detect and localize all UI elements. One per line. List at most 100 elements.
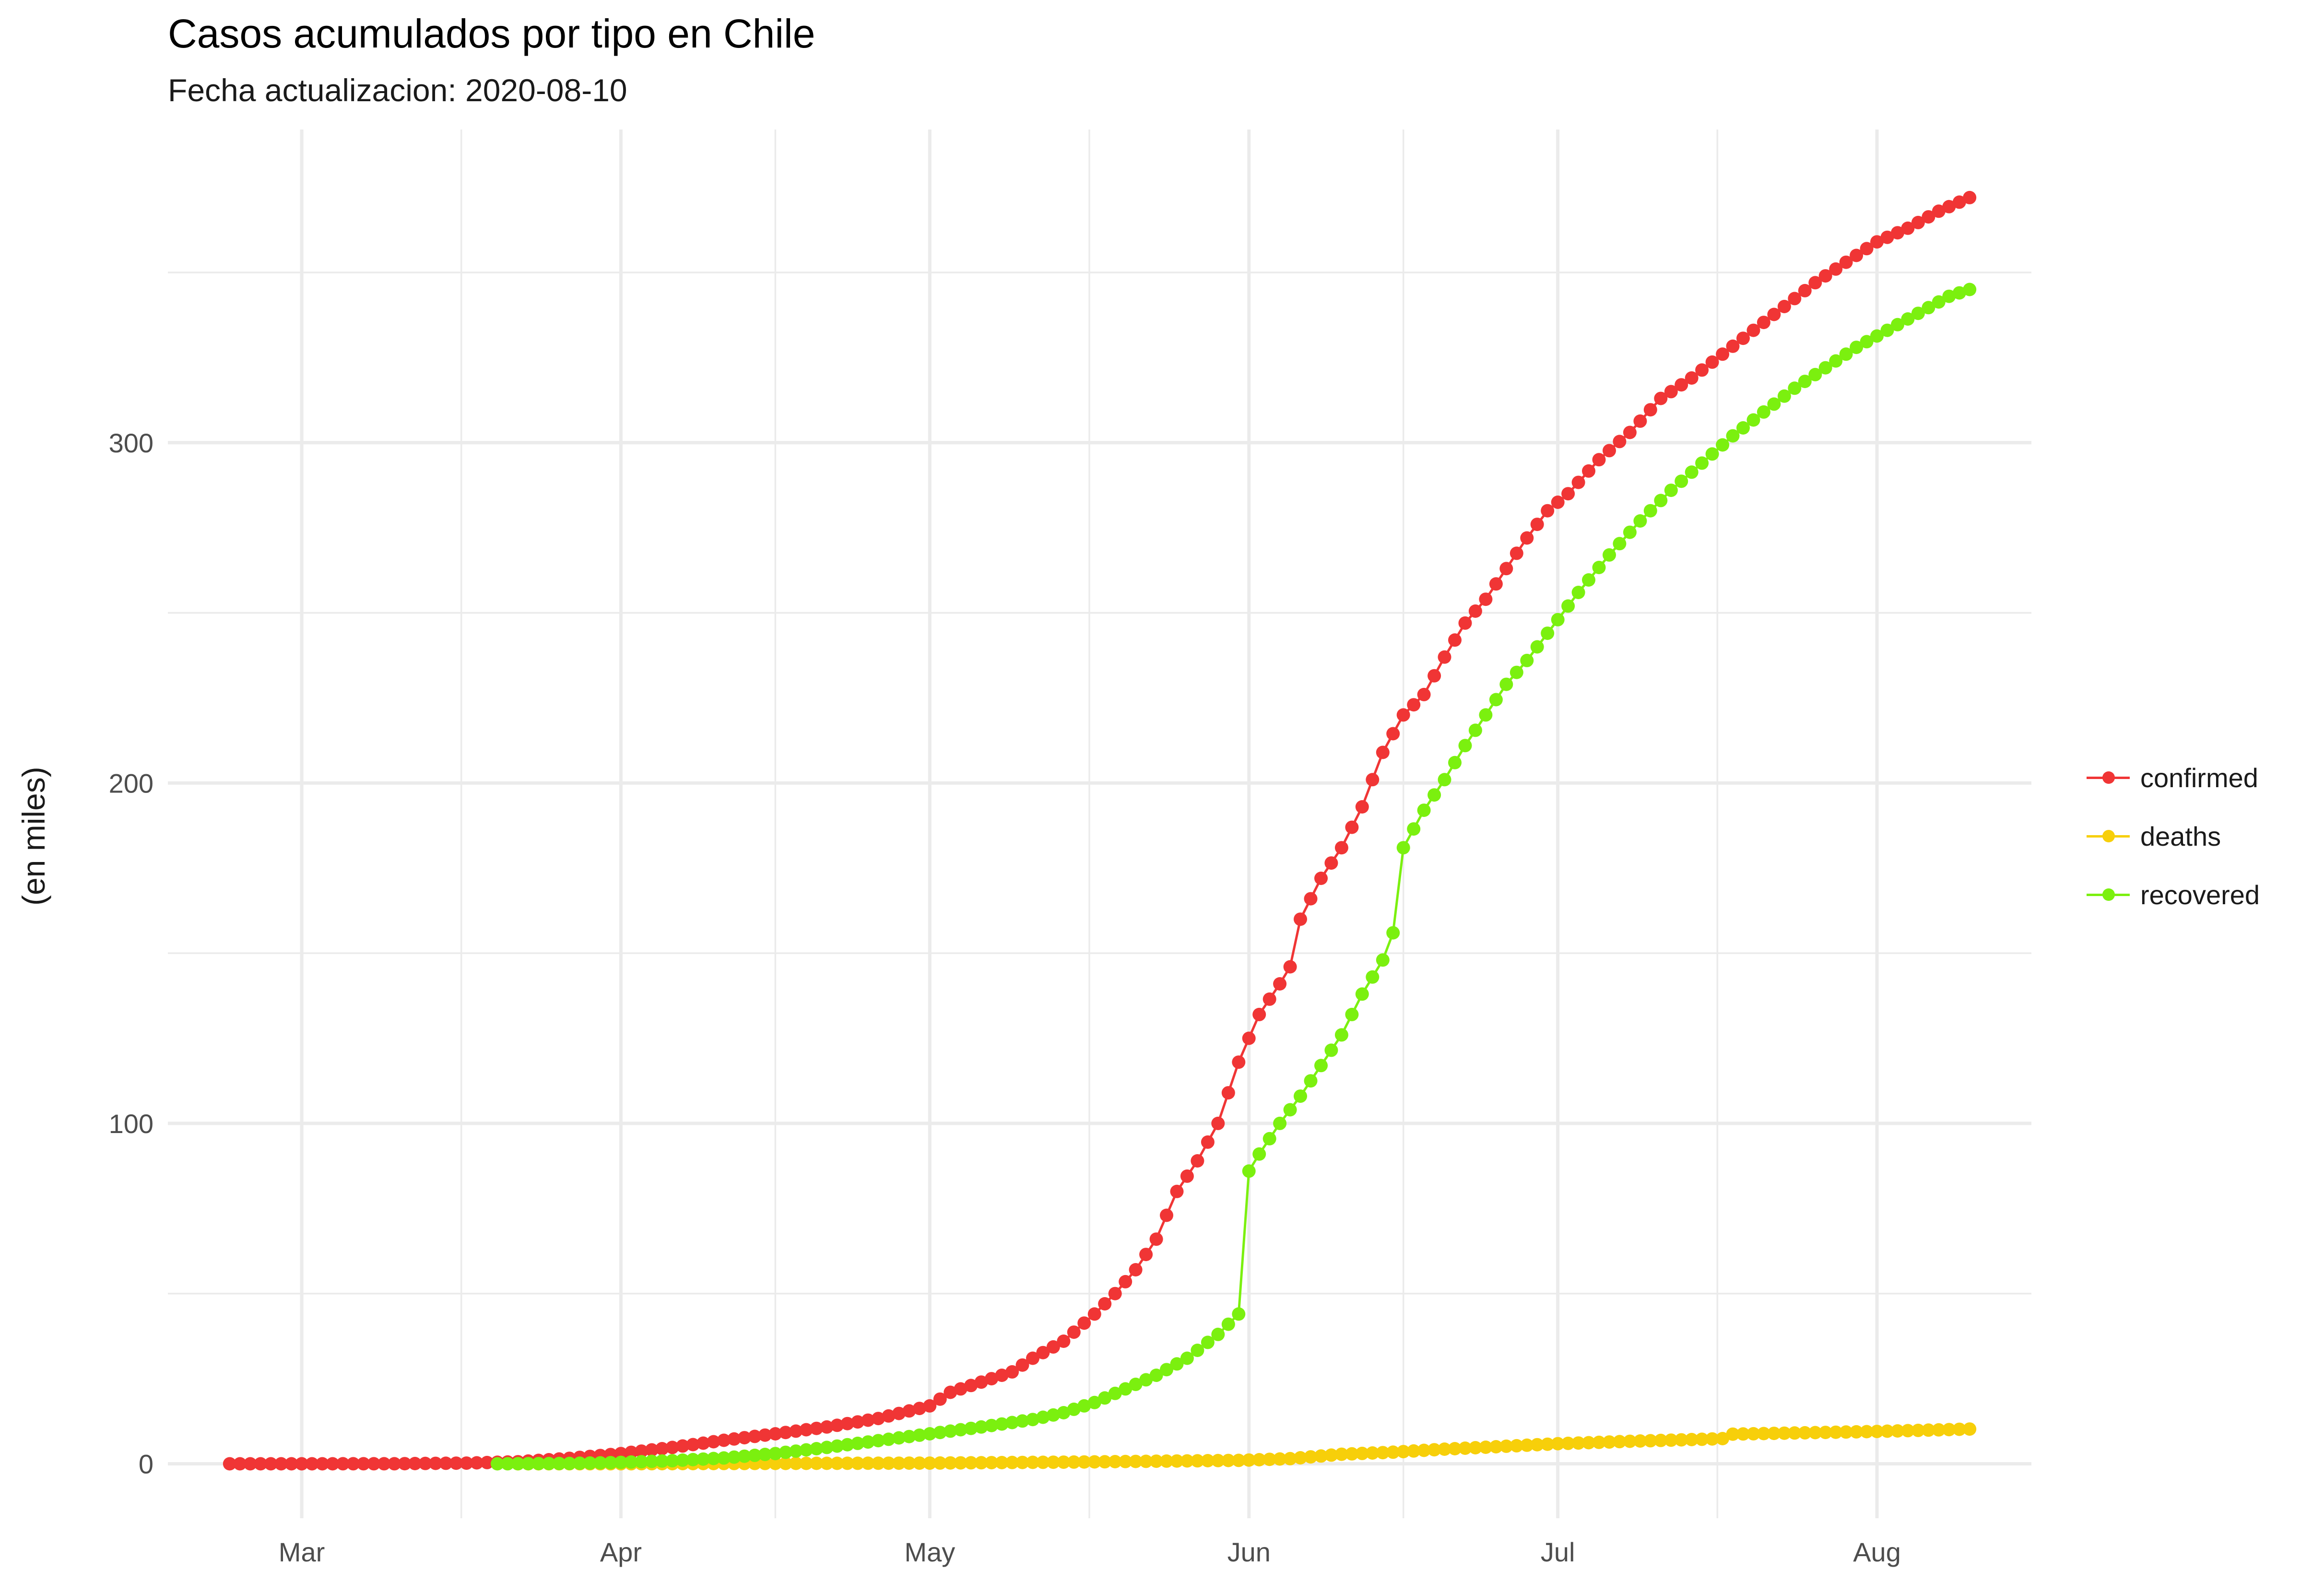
data-point-recovered: [1942, 289, 1956, 303]
data-point-confirmed: [1015, 1358, 1029, 1372]
data-point-confirmed: [768, 1427, 782, 1441]
data-point-confirmed: [892, 1406, 906, 1420]
data-point-deaths: [1489, 1440, 1503, 1453]
data-point-recovered: [995, 1417, 1009, 1431]
data-point-recovered: [1448, 756, 1462, 769]
data-point-recovered: [1180, 1351, 1194, 1365]
data-point-recovered: [872, 1434, 885, 1448]
data-point-recovered: [1036, 1410, 1050, 1424]
x-tick-label: Mar: [279, 1537, 325, 1567]
data-point-recovered: [1057, 1406, 1071, 1419]
data-point-confirmed: [1191, 1154, 1204, 1168]
data-point-confirmed: [367, 1457, 381, 1471]
data-point-confirmed: [1201, 1135, 1215, 1149]
data-point-confirmed: [686, 1438, 700, 1452]
data-point-deaths: [974, 1456, 988, 1470]
data-point-recovered: [1808, 367, 1822, 381]
data-point-confirmed: [1005, 1365, 1019, 1379]
data-point-confirmed: [635, 1444, 649, 1458]
data-point-recovered: [1201, 1335, 1215, 1349]
y-tick-label: 0: [139, 1449, 153, 1479]
data-point-confirmed: [1664, 385, 1678, 399]
data-point-recovered: [1262, 1132, 1276, 1146]
data-point-recovered: [1304, 1074, 1318, 1088]
data-point-confirmed: [1026, 1351, 1039, 1365]
data-point-confirmed: [1561, 487, 1575, 501]
data-point-confirmed: [1046, 1340, 1060, 1354]
data-point-recovered: [1211, 1327, 1225, 1341]
data-point-confirmed: [758, 1428, 772, 1442]
data-point-deaths: [1911, 1423, 1925, 1437]
data-point-confirmed: [398, 1457, 412, 1471]
legend-item-deaths[interactable]: deaths: [2087, 807, 2260, 865]
data-point-confirmed: [1067, 1325, 1081, 1339]
data-point-confirmed: [408, 1457, 422, 1470]
data-point-deaths: [1530, 1438, 1544, 1452]
data-point-recovered: [1252, 1147, 1266, 1161]
data-point-deaths: [1098, 1455, 1112, 1469]
data-point-confirmed: [1870, 235, 1884, 249]
data-point-confirmed: [727, 1432, 741, 1446]
data-point-deaths: [954, 1456, 967, 1470]
legend: confirmed deaths recovered: [2087, 748, 2260, 924]
data-point-deaths: [1283, 1452, 1297, 1465]
data-point-confirmed: [429, 1456, 443, 1470]
data-point-recovered: [1191, 1344, 1204, 1357]
data-point-deaths: [851, 1456, 865, 1470]
data-point-recovered: [1334, 1028, 1348, 1042]
data-point-deaths: [1860, 1425, 1874, 1439]
data-point-deaths: [902, 1456, 916, 1470]
data-point-recovered: [1489, 693, 1503, 707]
data-point-deaths: [1510, 1439, 1523, 1453]
data-point-deaths: [1046, 1455, 1060, 1469]
data-point-deaths: [1366, 1446, 1380, 1460]
data-point-deaths: [1654, 1433, 1668, 1447]
data-point-deaths: [1561, 1436, 1575, 1450]
data-point-confirmed: [1366, 773, 1380, 787]
legend-item-recovered[interactable]: recovered: [2087, 865, 2260, 924]
data-point-confirmed: [1922, 210, 1935, 224]
data-point-confirmed: [1891, 226, 1904, 240]
data-point-recovered: [1160, 1363, 1173, 1377]
data-point-recovered: [1510, 665, 1523, 679]
data-point-deaths: [1829, 1425, 1843, 1439]
data-point-confirmed: [665, 1441, 679, 1454]
data-point-confirmed: [1108, 1287, 1122, 1300]
data-point-deaths: [1191, 1454, 1204, 1468]
data-point-confirmed: [789, 1424, 803, 1438]
data-point-recovered: [1242, 1164, 1256, 1178]
data-point-deaths: [1015, 1455, 1029, 1469]
data-point-recovered: [614, 1455, 628, 1469]
data-point-confirmed: [820, 1420, 834, 1434]
data-point-confirmed: [1119, 1275, 1133, 1288]
data-point-deaths: [1880, 1424, 1894, 1438]
data-point-recovered: [1675, 474, 1688, 488]
data-point-confirmed: [1695, 363, 1709, 377]
data-point-recovered: [758, 1448, 772, 1461]
series-confirmed: [223, 190, 1977, 1471]
data-point-recovered: [717, 1451, 731, 1465]
data-point-recovered: [892, 1431, 906, 1445]
data-point-recovered: [1592, 561, 1606, 574]
legend-item-confirmed[interactable]: confirmed: [2087, 748, 2260, 807]
data-point-recovered: [779, 1445, 792, 1459]
data-point-recovered: [1818, 361, 1832, 375]
data-point-confirmed: [243, 1457, 257, 1471]
data-point-deaths: [1942, 1423, 1956, 1437]
data-point-deaths: [1932, 1423, 1946, 1437]
data-point-confirmed: [1489, 577, 1503, 591]
data-point-deaths: [1952, 1422, 1966, 1436]
data-point-deaths: [1870, 1425, 1884, 1439]
data-point-deaths: [923, 1456, 937, 1470]
data-point-deaths: [1479, 1441, 1493, 1454]
data-point-confirmed: [1911, 215, 1925, 229]
x-tick-label: Aug: [1853, 1537, 1901, 1567]
data-point-deaths: [1242, 1453, 1256, 1467]
data-point-confirmed: [1479, 592, 1493, 606]
data-point-recovered: [1561, 599, 1575, 613]
data-point-confirmed: [254, 1457, 268, 1471]
data-point-deaths: [1448, 1442, 1462, 1455]
data-point-recovered: [1582, 573, 1595, 587]
data-point-confirmed: [1294, 912, 1307, 926]
data-point-confirmed: [655, 1442, 669, 1455]
